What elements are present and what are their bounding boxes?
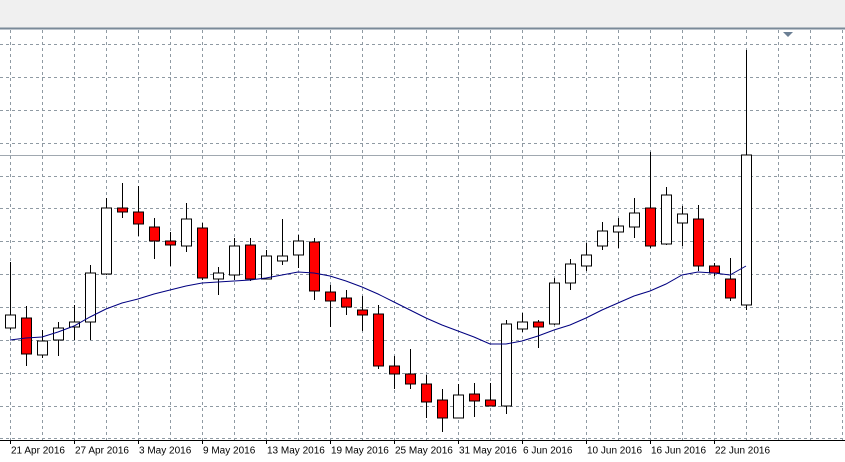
candle-body bbox=[469, 393, 480, 402]
candle-body bbox=[133, 211, 144, 225]
x-tick-label: 9 May 2016 bbox=[203, 446, 256, 457]
candle-body bbox=[677, 213, 688, 224]
candle-body bbox=[597, 230, 608, 247]
candle-body bbox=[725, 278, 736, 299]
x-axis-labels: 21 Apr 2016 27 Apr 2016 3 May 2016 9 May 20… bbox=[10, 440, 770, 457]
candle-body bbox=[309, 241, 320, 292]
x-tick-label: 10 Jun 2016 bbox=[587, 446, 642, 457]
candle-body bbox=[645, 207, 656, 247]
candle-body bbox=[517, 321, 528, 330]
top-bar bbox=[0, 0, 845, 28]
candle-body bbox=[549, 282, 560, 325]
candle-body bbox=[53, 327, 64, 341]
plot bbox=[5, 50, 752, 432]
candle-body bbox=[85, 272, 96, 323]
candle-body bbox=[565, 263, 576, 284]
x-tick-label: 13 May 2016 bbox=[267, 446, 325, 457]
candle-body bbox=[229, 245, 240, 276]
candle-body bbox=[181, 218, 192, 247]
x-tick-label: 19 May 2016 bbox=[331, 446, 389, 457]
x-tick-label: 6 Jun 2016 bbox=[523, 446, 573, 457]
candle-body bbox=[197, 227, 208, 279]
candle-body bbox=[261, 255, 272, 280]
shift-marker bbox=[783, 32, 793, 37]
candle-body bbox=[357, 309, 368, 316]
x-tick-label: 22 Jun 2016 bbox=[715, 446, 770, 457]
x-tick-label: 16 Jun 2016 bbox=[651, 446, 706, 457]
candle-body bbox=[373, 313, 384, 367]
grid bbox=[0, 30, 845, 440]
candle-body bbox=[69, 321, 80, 328]
candle-body bbox=[437, 399, 448, 419]
moving-average bbox=[9, 265, 747, 345]
candle-body bbox=[421, 383, 432, 403]
candle-body bbox=[165, 240, 176, 246]
candle-body bbox=[581, 254, 592, 267]
candle-body bbox=[117, 207, 128, 213]
candle-body bbox=[453, 394, 464, 419]
candle-body bbox=[389, 365, 400, 375]
x-tick-label: 3 May 2016 bbox=[139, 446, 192, 457]
candle-body bbox=[741, 154, 752, 306]
x-tick-label: 21 Apr 2016 bbox=[11, 446, 65, 457]
candle-body bbox=[661, 194, 672, 245]
candle-body bbox=[629, 212, 640, 228]
x-tick-label: 25 May 2016 bbox=[395, 446, 453, 457]
candle-body bbox=[709, 265, 720, 274]
candle-body bbox=[485, 399, 496, 407]
candle-body bbox=[101, 207, 112, 275]
candle-body bbox=[693, 218, 704, 267]
x-tick-label: 31 May 2016 bbox=[459, 446, 517, 457]
candle-body bbox=[533, 321, 544, 328]
x-tick-label: 27 Apr 2016 bbox=[75, 446, 129, 457]
candle-body bbox=[5, 314, 16, 329]
candle-body bbox=[293, 240, 304, 256]
candle-body bbox=[325, 291, 336, 302]
candle-body bbox=[149, 226, 160, 242]
candle-body bbox=[341, 297, 352, 308]
candle-body bbox=[501, 323, 512, 407]
candle-body bbox=[277, 255, 288, 262]
candle-body bbox=[613, 225, 624, 233]
candle-body bbox=[213, 272, 224, 280]
candle-body bbox=[21, 317, 32, 355]
candle-body bbox=[37, 340, 48, 356]
candle-body bbox=[245, 244, 256, 280]
candle-body bbox=[405, 373, 416, 385]
